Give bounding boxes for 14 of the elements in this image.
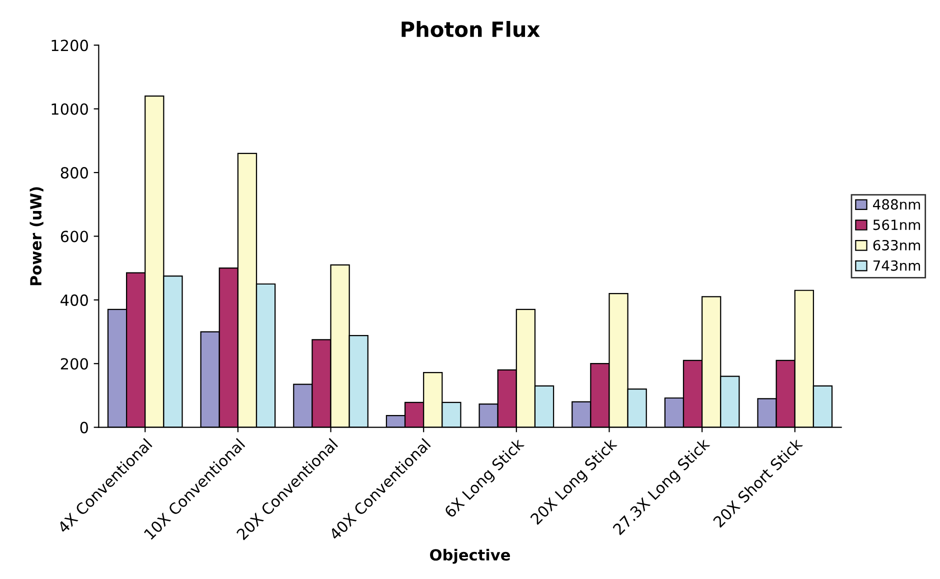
chart-title: Photon Flux: [402, 21, 540, 38]
y-tick-label: 800: [60, 167, 88, 179]
legend-label: 561nm: [873, 220, 920, 230]
y-tick-label: 600: [60, 230, 88, 242]
legend-label: 743nm: [873, 260, 920, 271]
y-tick-label: 400: [60, 294, 88, 306]
y-axis-title: Power (uW): [30, 187, 44, 286]
legend-label: 488nm: [873, 199, 920, 210]
y-tick-label: 1000: [52, 103, 88, 115]
x-axis-title: Objective: [430, 548, 510, 564]
y-tick-label: 200: [60, 358, 88, 370]
legend-label: 633nm: [873, 240, 920, 250]
y-tick-label: 1200: [52, 40, 88, 52]
y-tick-label: 0: [80, 422, 88, 434]
